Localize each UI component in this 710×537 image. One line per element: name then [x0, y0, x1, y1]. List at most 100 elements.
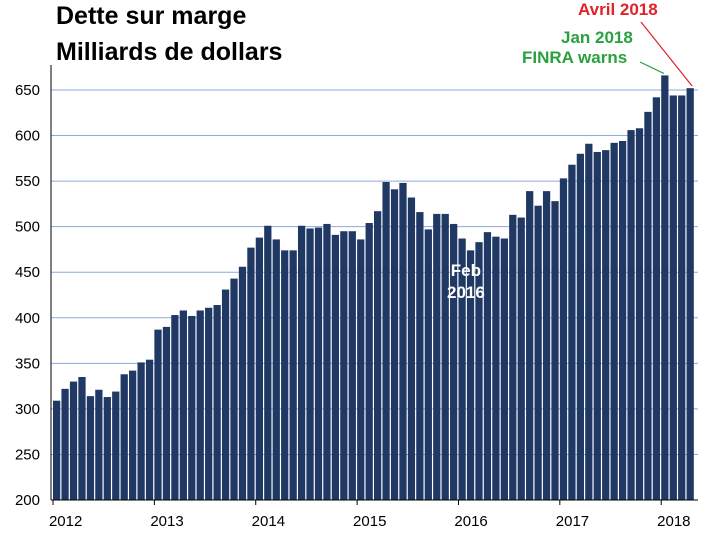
- x-tick-label: 2016: [454, 513, 487, 530]
- bar-2015-06: [399, 182, 407, 500]
- bar-2013-04: [179, 310, 187, 500]
- annotation-avril-2018: Avril 2018: [578, 0, 658, 19]
- y-tick-label: 400: [15, 310, 40, 327]
- y-tick-label: 300: [15, 401, 40, 418]
- bar-2016-11: [542, 191, 551, 500]
- bar-2017-05: [593, 151, 601, 500]
- leader-avril-2018: [640, 21, 693, 87]
- bar-2014-08: [314, 227, 323, 501]
- bar-2012-07: [103, 397, 111, 500]
- bar-2016-09: [526, 191, 534, 500]
- y-tick-label: 450: [15, 264, 40, 281]
- bar-2017-01: [559, 178, 568, 500]
- x-tick-label: 2014: [252, 513, 285, 530]
- bar-2014-02: [264, 225, 272, 500]
- bar-2015-02: [365, 223, 373, 500]
- x-tick-label: 2013: [150, 513, 183, 530]
- bar-2012-01: [53, 400, 61, 500]
- bar-2014-06: [297, 225, 306, 500]
- bar-2014-01: [255, 237, 264, 500]
- annotation-feb-2016-line: 2016: [447, 283, 485, 302]
- bar-2016-12: [551, 201, 559, 500]
- bar-2014-11: [340, 231, 348, 500]
- annotation-jan-2018: Jan 2018: [561, 28, 633, 47]
- bar-2015-08: [416, 212, 424, 501]
- annotation-leaders: [639, 21, 693, 87]
- y-tick-label: 500: [15, 219, 40, 236]
- bar-2016-10: [534, 205, 542, 500]
- bar-2017-03: [576, 153, 585, 500]
- bar-2017-02: [568, 164, 576, 500]
- bar-2012-09: [120, 374, 128, 500]
- bar-2012-02: [61, 388, 69, 500]
- bar-2016-08: [517, 217, 525, 501]
- bar-2015-04: [382, 182, 390, 500]
- bar-2012-10: [129, 370, 137, 500]
- bar-2013-06: [196, 310, 204, 500]
- bar-2014-09: [323, 223, 331, 500]
- bar-2012-12: [145, 359, 154, 500]
- bar-2014-03: [272, 239, 280, 500]
- bar-2016-03: [475, 242, 483, 500]
- chart-title: Dette sur marge: [56, 2, 247, 30]
- annotation-feb-2016-line: Feb: [450, 261, 482, 280]
- bar-2018-02: [669, 95, 677, 500]
- bar-2018-03: [678, 95, 686, 500]
- annotation-finra-warns: FINRA warns: [522, 48, 628, 67]
- bars: [53, 75, 694, 501]
- bar-2018-01: [661, 75, 669, 500]
- bar-2015-05: [390, 189, 399, 501]
- bar-2013-12: [247, 247, 255, 500]
- bar-2013-09: [221, 289, 230, 500]
- bar-2013-02: [162, 326, 171, 500]
- bar-2014-12: [348, 231, 356, 500]
- bar-2017-12: [652, 97, 661, 501]
- bar-2016-02: [466, 250, 475, 500]
- bar-2013-10: [230, 278, 238, 500]
- x-tick-label: 2017: [556, 513, 589, 530]
- bar-2017-11: [644, 111, 652, 500]
- bar-2014-04: [281, 250, 289, 500]
- bar-2013-03: [171, 315, 179, 500]
- bar-2013-01: [154, 329, 162, 500]
- bar-2012-04: [78, 377, 86, 500]
- bar-2012-11: [137, 362, 145, 500]
- bar-2013-07: [205, 307, 213, 500]
- chart-subtitle: Milliards de dollars: [56, 38, 283, 66]
- bar-2015-09: [424, 229, 432, 500]
- bar-2017-04: [585, 143, 593, 500]
- bar-2017-06: [602, 150, 610, 500]
- bar-2015-10: [433, 213, 441, 500]
- y-tick-label: 200: [15, 492, 40, 509]
- bar-2017-07: [610, 142, 618, 500]
- bar-2017-10: [635, 128, 644, 500]
- axes: [50, 65, 698, 505]
- bar-2012-08: [112, 391, 120, 500]
- bar-2014-05: [289, 250, 297, 500]
- bar-2016-05: [492, 236, 500, 500]
- y-tick-label: 550: [15, 173, 40, 190]
- bar-2016-01: [458, 238, 466, 500]
- x-tick-label: 2018: [657, 513, 690, 530]
- bar-2017-08: [618, 141, 627, 500]
- bar-2013-05: [188, 315, 196, 500]
- bar-2013-08: [213, 305, 221, 500]
- bar-2014-10: [331, 234, 340, 500]
- x-tick-label: 2015: [353, 513, 386, 530]
- bar-2016-04: [483, 232, 492, 500]
- bar-2012-06: [95, 389, 103, 500]
- y-tick-labels: 200 250 300 350 400 450 500 550 600 650: [15, 82, 40, 509]
- bar-2012-05: [86, 396, 95, 500]
- x-tick-labels: 2012 2013 2014 2015 2016 2017 2018: [49, 513, 691, 530]
- bar-2015-03: [374, 211, 382, 500]
- y-tick-label: 600: [15, 128, 40, 145]
- bar-2013-11: [238, 266, 247, 500]
- y-tick-label: 250: [15, 446, 40, 463]
- y-tick-label: 350: [15, 355, 40, 372]
- bar-2018-04: [686, 88, 694, 500]
- annotation-feb-2016: Feb 2016: [447, 260, 485, 304]
- y-tick-label: 650: [15, 82, 40, 99]
- bar-2017-09: [627, 130, 635, 501]
- bar-2016-06: [500, 238, 508, 500]
- bar-2014-07: [306, 228, 314, 500]
